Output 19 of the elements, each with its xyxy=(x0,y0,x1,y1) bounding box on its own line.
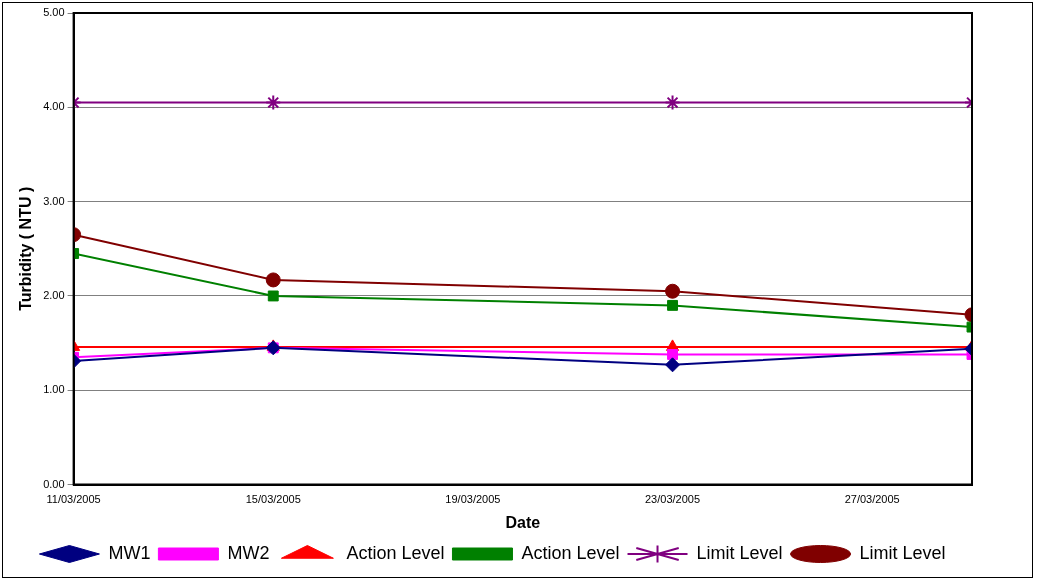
x-tick-label: 15/03/2005 xyxy=(245,493,301,506)
y-tick-label: 1.00 xyxy=(43,383,65,396)
legend-label: Action Level xyxy=(521,542,620,563)
y-tick-label: 0.00 xyxy=(43,477,65,490)
legend-label: MW1 xyxy=(108,542,151,563)
legend-label: Action Level xyxy=(346,542,445,563)
x-tick-label: 23/03/2005 xyxy=(645,493,701,506)
y-tick-label: 4.00 xyxy=(43,100,65,113)
y-tick-label: 3.00 xyxy=(43,194,65,207)
x-tick-label: 19/03/2005 xyxy=(445,493,501,506)
legend-label: Limit Level xyxy=(696,542,783,563)
y-axis-title: Turbidity ( NTU ) xyxy=(17,186,35,311)
y-tick-label: 2.00 xyxy=(43,288,65,301)
legend-label: MW2 xyxy=(227,542,270,563)
legend-label: Limit Level xyxy=(859,542,946,563)
x-tick-label: 11/03/2005 xyxy=(46,493,101,506)
x-axis-title: Date xyxy=(505,513,541,531)
y-tick-label: 5.00 xyxy=(43,6,65,19)
x-tick-label: 27/03/2005 xyxy=(844,493,900,506)
